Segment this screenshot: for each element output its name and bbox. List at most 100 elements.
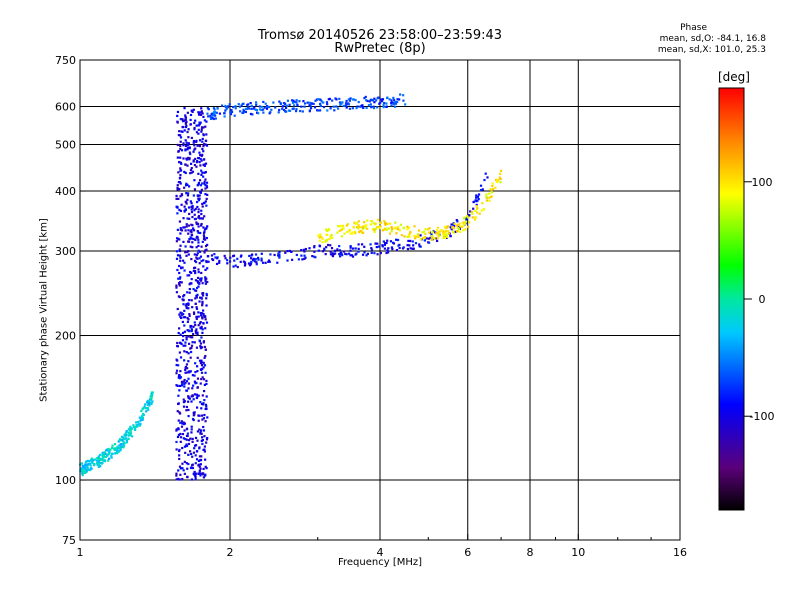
echo-point (252, 107, 255, 110)
echo-point (204, 162, 208, 165)
echo-point (308, 110, 311, 113)
echo-point (319, 104, 322, 108)
echo-point (369, 98, 372, 102)
echo-point (461, 226, 464, 229)
echo-point (182, 217, 185, 220)
echo-point (204, 318, 207, 321)
echo-point (377, 245, 380, 248)
echo-point (191, 336, 194, 339)
echo-point (433, 237, 436, 240)
echo-point (193, 188, 197, 191)
echo-point (319, 98, 322, 101)
echo-point (256, 256, 260, 260)
echo-point (323, 248, 326, 252)
echo-point (176, 186, 179, 189)
echo-point (484, 172, 487, 175)
echo-point (318, 234, 321, 237)
echo-point (404, 103, 407, 106)
echo-point (186, 316, 189, 320)
echo-point (205, 382, 208, 386)
echo-point (176, 184, 179, 187)
echo-point (193, 179, 196, 182)
echo-point (349, 97, 352, 100)
echo-point (210, 254, 214, 257)
echo-point (188, 371, 191, 374)
echo-point (179, 421, 182, 424)
echo-point (276, 261, 279, 264)
echo-point (203, 450, 206, 453)
echo-point (198, 123, 201, 126)
echo-point (398, 98, 401, 101)
echo-point (101, 456, 104, 459)
echo-point (363, 97, 366, 100)
echo-point (202, 115, 205, 119)
echo-point (195, 396, 199, 400)
echo-point (203, 345, 207, 349)
echo-point (205, 467, 208, 470)
echo-point (191, 241, 194, 244)
echo-point (190, 233, 193, 236)
echo-point (318, 244, 321, 247)
echo-point (181, 118, 184, 121)
echo-point (96, 457, 99, 460)
echo-point (391, 247, 394, 251)
echo-point (195, 307, 199, 310)
echo-point (200, 402, 204, 406)
echo-point (333, 252, 336, 256)
echo-point (411, 247, 414, 250)
echo-point (179, 228, 182, 231)
echo-point (187, 352, 190, 355)
echo-point (203, 180, 206, 183)
echo-point (341, 253, 344, 257)
echo-point (342, 104, 345, 108)
x-tick-label: 2 (227, 546, 234, 559)
echo-point (203, 413, 206, 417)
echo-point (262, 111, 265, 114)
echo-point (199, 191, 202, 194)
echo-point (308, 104, 311, 107)
echo-point (97, 455, 100, 458)
echo-point (201, 240, 204, 243)
echo-point (197, 271, 200, 274)
echo-point (185, 201, 188, 204)
echo-point (269, 253, 272, 256)
echo-point (193, 470, 196, 474)
echo-point (185, 192, 188, 195)
echo-point (395, 238, 398, 241)
echo-point (382, 106, 385, 109)
echo-point (373, 252, 376, 255)
echo-point (372, 98, 375, 102)
echo-point (278, 108, 281, 112)
echo-point (328, 97, 331, 100)
echo-point (101, 454, 104, 457)
echo-point (130, 427, 134, 430)
echo-point (124, 434, 127, 437)
echo-point (187, 318, 190, 321)
echo-point (117, 450, 120, 453)
echo-point (385, 241, 388, 245)
echo-point (489, 188, 492, 191)
echo-point (313, 106, 317, 109)
echo-point (321, 241, 324, 244)
echo-point (190, 346, 193, 350)
echo-point (179, 232, 182, 235)
echo-point (193, 413, 196, 416)
echo-point (295, 108, 298, 111)
echo-point (308, 247, 311, 250)
echo-point (427, 237, 430, 240)
echo-point (90, 457, 93, 460)
echo-point (197, 459, 201, 463)
echo-point (202, 467, 205, 471)
echo-point (326, 109, 329, 112)
echo-point (205, 297, 208, 300)
echo-point (197, 144, 200, 147)
echo-point (369, 223, 373, 226)
echo-point (329, 250, 332, 253)
echo-point (234, 107, 237, 110)
echo-point (240, 254, 243, 257)
echo-point (205, 186, 209, 189)
echo-point (473, 218, 477, 221)
echo-point (102, 454, 105, 457)
echo-point (119, 448, 122, 451)
echo-point (192, 194, 195, 197)
